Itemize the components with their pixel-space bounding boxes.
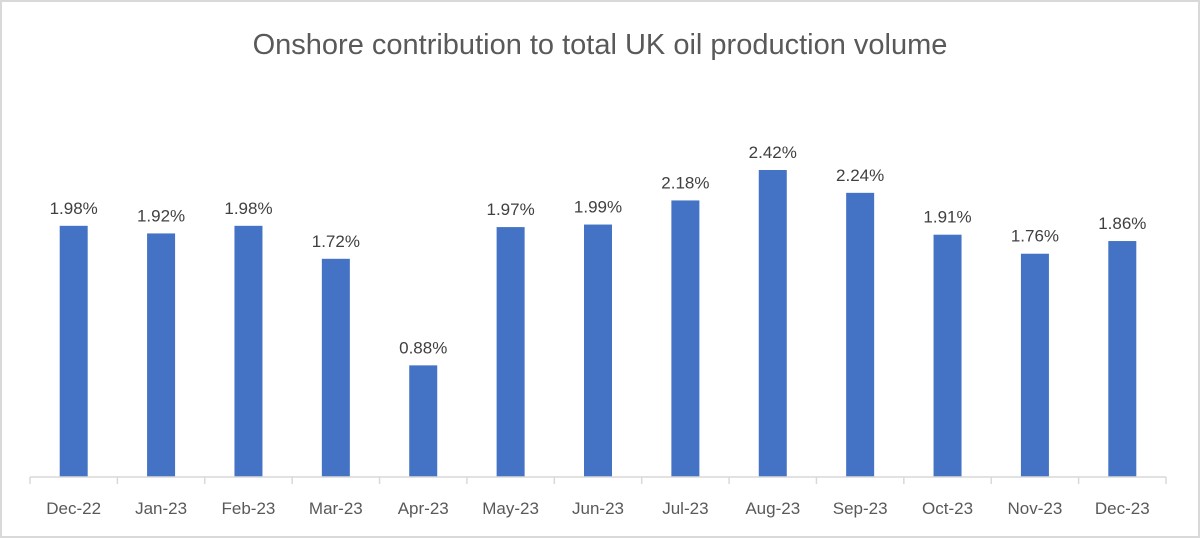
- x-tick-label: Sep-23: [833, 499, 888, 518]
- bar-nov-23: [1020, 253, 1049, 477]
- data-label: 1.91%: [923, 208, 971, 227]
- x-tick-label: Feb-23: [222, 499, 276, 518]
- bar-dec-22: [59, 225, 88, 477]
- x-tick-label: May-23: [482, 499, 539, 518]
- x-tick-label: Jul-23: [662, 499, 708, 518]
- data-label: 2.18%: [661, 173, 709, 192]
- bar-jun-23: [584, 224, 612, 477]
- bar-feb-23: [234, 225, 263, 477]
- data-label: 1.76%: [1011, 227, 1059, 246]
- x-tick-label: Apr-23: [398, 499, 449, 518]
- chart-title: Onshore contribution to total UK oil pro…: [253, 29, 948, 61]
- bar-may-23: [496, 227, 525, 477]
- bar-apr-23: [409, 365, 438, 477]
- x-tick-label: Mar-23: [309, 499, 363, 518]
- bar-dec-23: [1108, 241, 1137, 477]
- data-label: 2.24%: [836, 166, 884, 185]
- bar-sep-23: [846, 192, 875, 477]
- x-tick-label: Oct-23: [922, 499, 973, 518]
- data-label: 1.97%: [487, 200, 535, 219]
- data-label: 1.92%: [137, 206, 185, 225]
- data-label: 2.42%: [749, 143, 797, 162]
- x-tick-label: Nov-23: [1008, 499, 1063, 518]
- data-label: 1.98%: [224, 199, 272, 218]
- bar-jan-23: [147, 233, 176, 477]
- data-label: 1.72%: [312, 232, 360, 251]
- x-tick-label: Jun-23: [572, 499, 624, 518]
- data-label: 1.86%: [1098, 214, 1146, 233]
- bar-aug-23: [758, 170, 787, 477]
- bar-oct-23: [933, 234, 962, 477]
- bar-mar-23: [321, 258, 350, 477]
- bar-jul-23: [671, 200, 700, 477]
- x-tick-label: Aug-23: [745, 499, 800, 518]
- data-label: 0.88%: [399, 338, 447, 357]
- x-tick-label: Dec-23: [1095, 499, 1150, 518]
- data-label: 1.99%: [574, 198, 622, 217]
- x-tick-label: Dec-22: [46, 499, 101, 518]
- x-tick-label: Jan-23: [135, 499, 187, 518]
- data-label: 1.98%: [50, 199, 98, 218]
